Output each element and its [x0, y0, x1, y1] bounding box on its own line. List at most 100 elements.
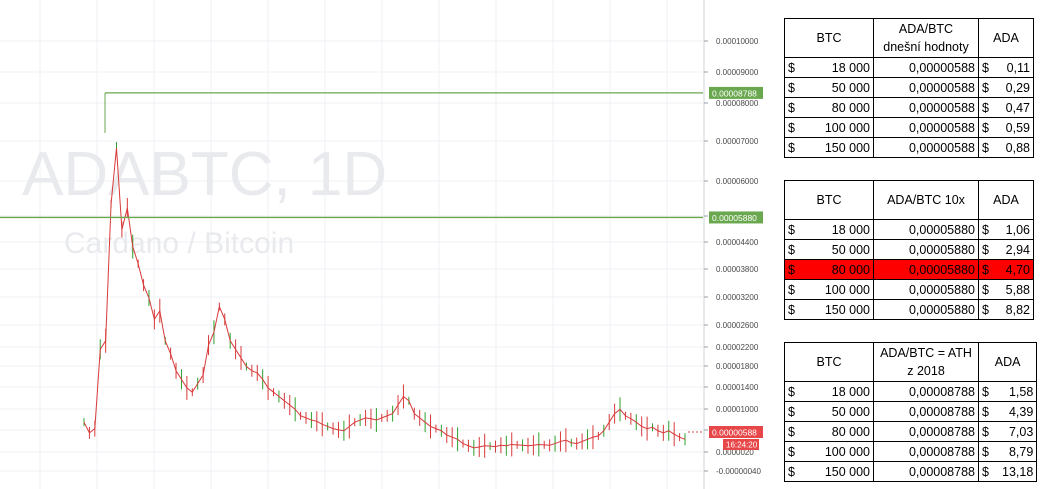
y-tick-label: 0.00009000	[716, 68, 759, 77]
header-rate: ADA/BTC = ATH z 2018	[873, 342, 979, 382]
header-rate-line: ADA/BTC = ATH	[880, 346, 972, 360]
table-row: $100 000 0,00005880 $5,88	[784, 279, 1034, 300]
price-table-1: BTC ADA/BTC dnešní hodnoty ADA $18 000 0,0000…	[784, 18, 1034, 158]
currency-symbol: $	[784, 259, 805, 280]
table-header-row: BTC ADA/BTC dnešní hodnoty ADA	[784, 18, 1034, 58]
level-label-bg	[709, 211, 763, 224]
rate-value: 0,00005880	[873, 299, 979, 320]
current-time-bg	[723, 439, 759, 450]
table-row: $18 000 0,00000588 $0,11	[784, 57, 1034, 78]
currency-symbol: $	[978, 381, 999, 402]
currency-symbol: $	[978, 97, 999, 118]
currency-symbol: $	[784, 57, 805, 78]
currency-symbol: $	[784, 77, 805, 98]
ada-value: 1,58	[999, 381, 1038, 402]
table-header-row: BTC ADA/BTC 10x ADA	[784, 180, 1034, 220]
currency-symbol: $	[784, 381, 805, 402]
ada-value: 8,79	[999, 441, 1038, 462]
y-tick-label: 0.00007000	[716, 137, 759, 146]
y-tick-label: 0.00002200	[716, 343, 759, 352]
y-tick-label: -0.00000040	[716, 467, 761, 476]
table-row: $50 000 0,00000588 $0,29	[784, 77, 1034, 98]
table-row: $50 000 0,00008788 $4,39	[784, 401, 1038, 422]
currency-symbol: $	[978, 279, 999, 300]
y-tick-label: 0.00001400	[716, 383, 759, 392]
table-row: $150 000 0,00000588 $0,88	[784, 137, 1034, 158]
currency-symbol: $	[978, 259, 999, 280]
price-chart[interactable]: 0.00010000 0.00009000 0.00008000 0.00007000…	[0, 0, 778, 489]
watermark-name: Cardano / Bitcoin	[64, 227, 294, 260]
current-price-bg	[709, 426, 763, 438]
btc-value: 50 000	[805, 401, 874, 422]
currency-symbol: $	[784, 97, 805, 118]
rate-value: 0,00000588	[873, 57, 979, 78]
y-tick-label: 0.00004400	[716, 238, 759, 247]
table-row: $18 000 0,00008788 $1,58	[784, 381, 1038, 402]
currency-symbol: $	[784, 461, 805, 482]
currency-symbol: $	[978, 461, 999, 482]
currency-symbol: $	[784, 279, 805, 300]
rate-value: 0,00000588	[873, 77, 979, 98]
currency-symbol: $	[784, 441, 805, 462]
header-btc: BTC	[784, 342, 874, 382]
ada-value: 0,88	[999, 137, 1034, 158]
ada-value: 13,18	[999, 461, 1038, 482]
current-price-label: 0.00000588	[712, 428, 757, 438]
price-table-3: BTC ADA/BTC = ATH z 2018 ADA $18 000 0,000087…	[784, 342, 1038, 482]
btc-value: 100 000	[805, 117, 874, 138]
table-row: $18 000 0,00005880 $1,06	[784, 219, 1034, 240]
currency-symbol: $	[978, 421, 999, 442]
header-rate: ADA/BTC dnešní hodnoty	[873, 18, 979, 58]
level-label-bg	[709, 86, 763, 99]
currency-symbol: $	[784, 421, 805, 442]
currency-symbol: $	[978, 219, 999, 240]
ada-value: 0,29	[999, 77, 1034, 98]
currency-symbol: $	[784, 299, 805, 320]
currency-symbol: $	[978, 299, 999, 320]
price-table-2: BTC ADA/BTC 10x ADA $18 000 0,00005880 $1,06 $…	[784, 180, 1034, 320]
rate-value: 0,00000588	[873, 117, 979, 138]
btc-value: 150 000	[805, 137, 874, 158]
ada-value: 5,88	[999, 279, 1034, 300]
y-tick-label: 0.00003800	[716, 265, 759, 274]
table-header-row: BTC ADA/BTC = ATH z 2018 ADA	[784, 342, 1038, 382]
table-row: $80 000 0,00005880 $4,70	[784, 259, 1034, 280]
header-rate-line: z 2018	[907, 364, 945, 378]
header-ada: ADA	[978, 180, 1034, 220]
y-tick-label: 0.00002600	[716, 321, 759, 330]
rate-value: 0,00008788	[873, 461, 979, 482]
rate-value: 0,00008788	[873, 421, 979, 442]
table-row: $100 000 0,00000588 $0,59	[784, 117, 1034, 138]
currency-symbol: $	[978, 239, 999, 260]
rate-value: 0,00005880	[873, 219, 979, 240]
ada-value: 0,11	[999, 57, 1034, 78]
btc-value: 80 000	[805, 421, 874, 442]
ada-value: 4,70	[999, 259, 1034, 280]
rate-value: 0,00008788	[873, 401, 979, 422]
table-row: $100 000 0,00008788 $8,79	[784, 441, 1038, 462]
table-row: $50 000 0,00005880 $2,94	[784, 239, 1034, 260]
table-row: $80 000 0,00008788 $7,03	[784, 421, 1038, 442]
rate-value: 0,00000588	[873, 97, 979, 118]
rate-value: 0,00005880	[873, 239, 979, 260]
ada-value: 0,47	[999, 97, 1034, 118]
currency-symbol: $	[978, 441, 999, 462]
btc-value: 18 000	[805, 219, 874, 240]
currency-symbol: $	[978, 401, 999, 422]
price-line	[83, 148, 686, 449]
y-tick-label: 0.00001000	[716, 405, 759, 414]
btc-value: 100 000	[805, 441, 874, 462]
currency-symbol: $	[784, 239, 805, 260]
currency-symbol: $	[784, 401, 805, 422]
btc-value: 18 000	[805, 381, 874, 402]
chart-canvas[interactable]: 0.00010000 0.00009000 0.00008000 0.00007000…	[0, 0, 778, 489]
ada-value: 2,94	[999, 239, 1034, 260]
table-row: $80 000 0,00000588 $0,47	[784, 97, 1034, 118]
y-tick-label: 0.0000020	[716, 448, 754, 457]
level-label: 0.00008788	[712, 88, 757, 98]
header-ada: ADA	[977, 342, 1038, 382]
btc-value: 18 000	[805, 57, 874, 78]
header-btc: BTC	[784, 180, 874, 220]
currency-symbol: $	[978, 117, 999, 138]
ada-value: 7,03	[999, 421, 1038, 442]
